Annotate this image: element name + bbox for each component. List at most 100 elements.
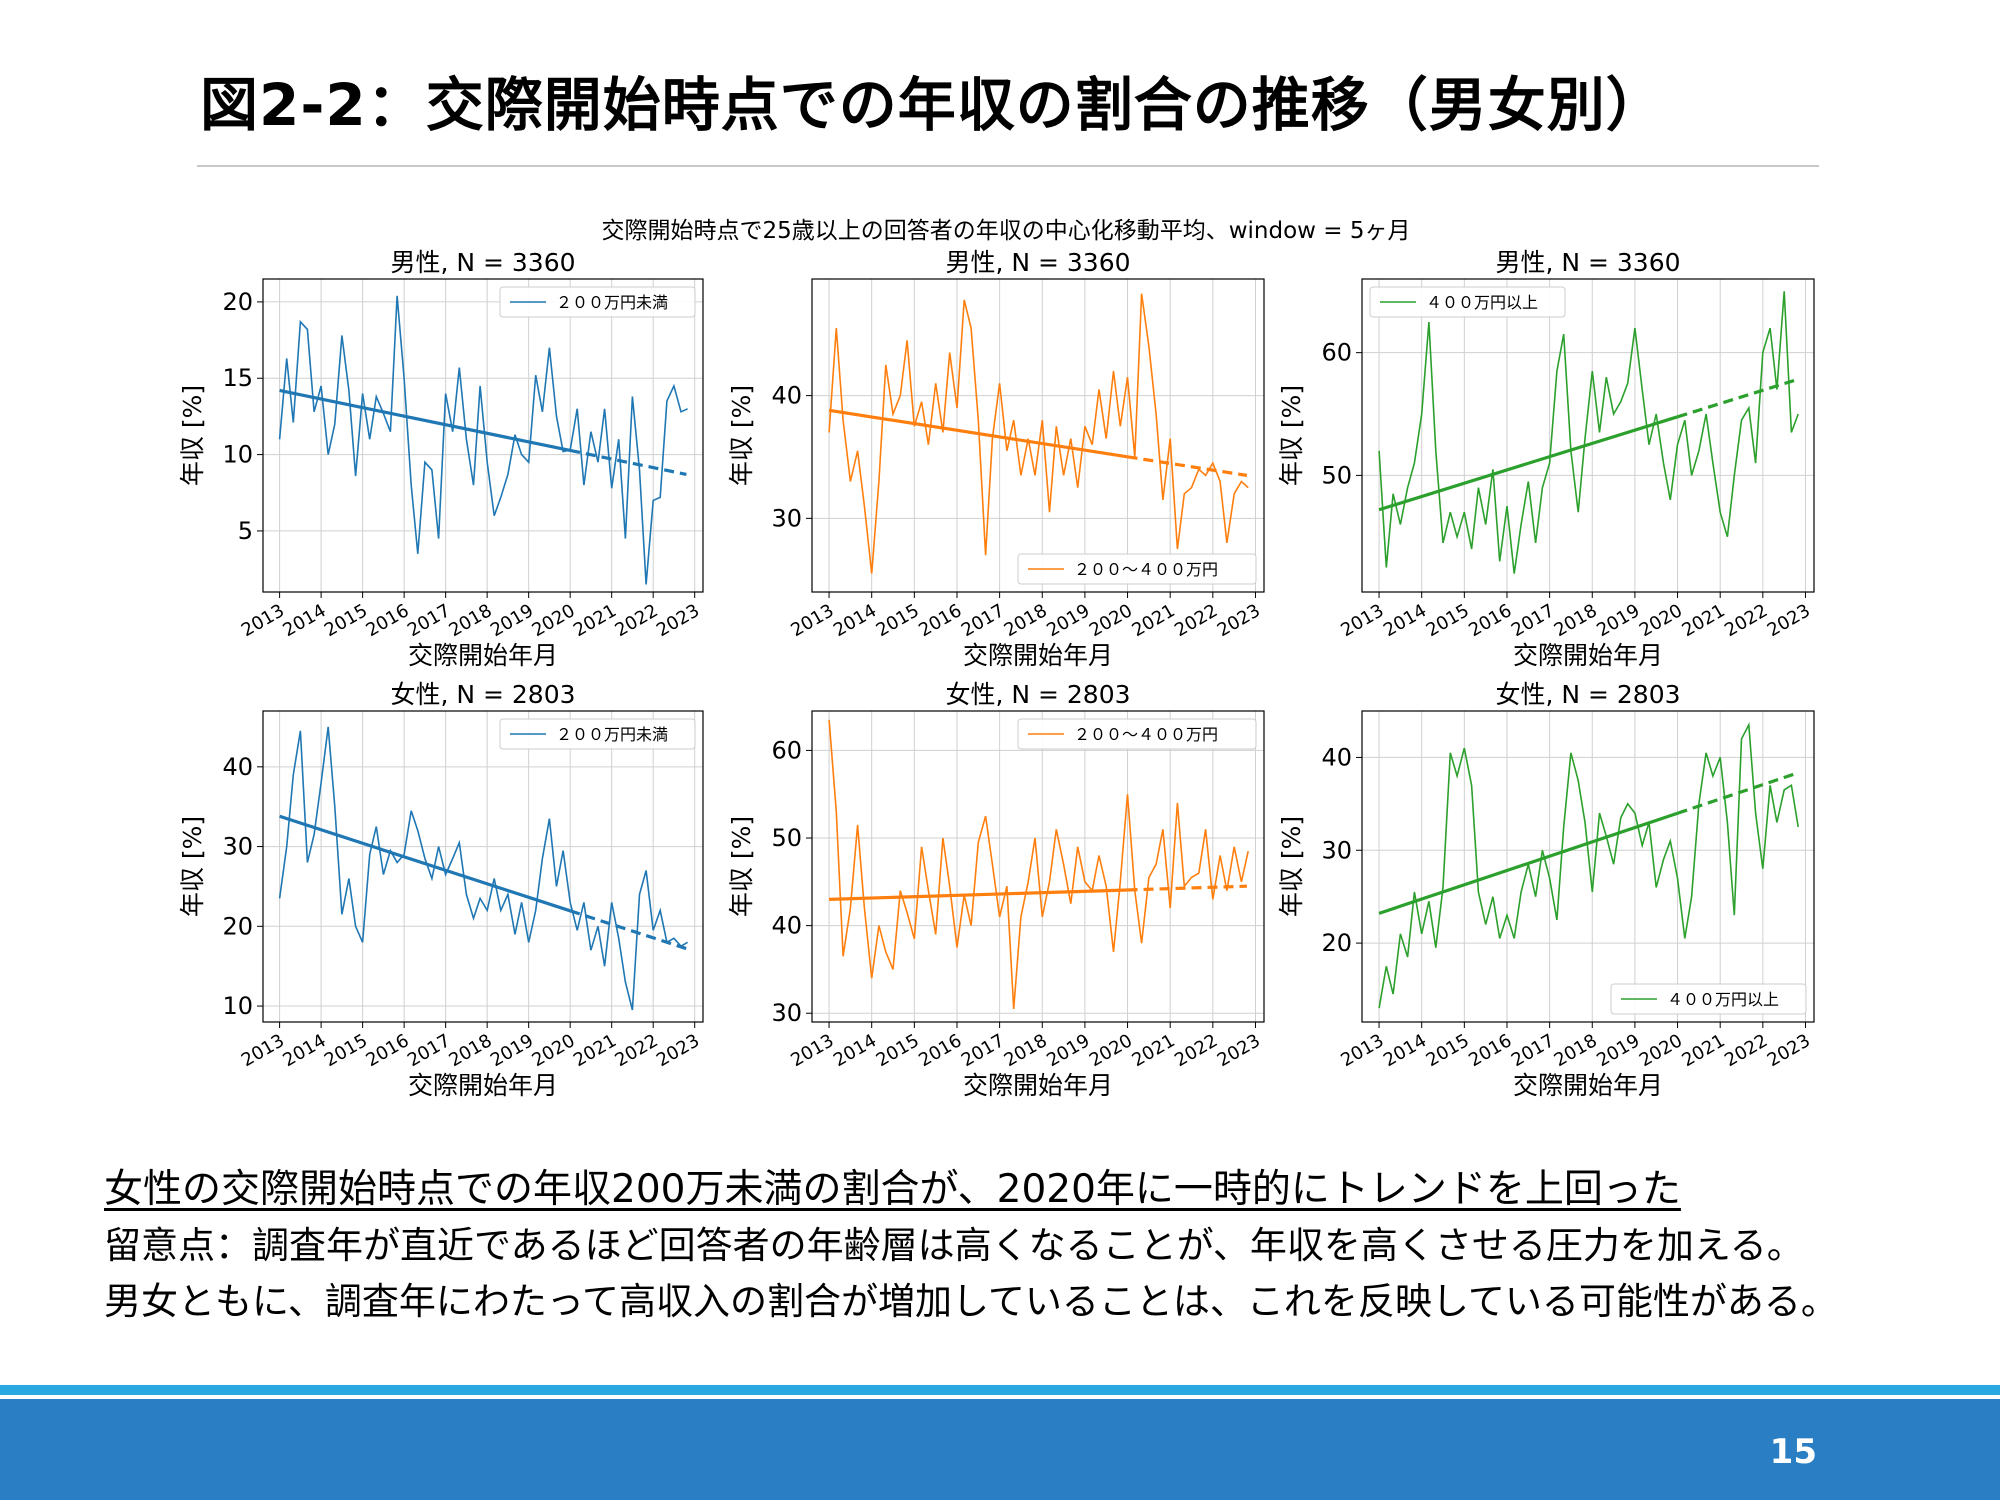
x-tick-label: 2018: [1001, 1030, 1051, 1071]
legend: ４００万円以上: [1369, 286, 1566, 318]
plot-frame: [811, 710, 1265, 1023]
x-tick-label: 2013: [238, 600, 288, 641]
legend-box: [499, 718, 696, 750]
x-tick-label: 2019: [1043, 600, 1093, 641]
x-tick-label: 2013: [1337, 600, 1387, 641]
y-tick-label: 15: [222, 364, 253, 392]
legend-box: [1017, 718, 1257, 750]
trend-line-dashed: [1677, 771, 1798, 815]
y-tick-label: 30: [771, 504, 802, 532]
y-axis-label: 年収 [%]: [727, 385, 756, 486]
x-tick-label: 2023: [1764, 1030, 1814, 1071]
y-axis-label: 年収 [%]: [1277, 385, 1306, 486]
x-tick-label: 2018: [1001, 600, 1051, 641]
x-tick-label: 2023: [653, 1030, 703, 1071]
panel-title: 女性, N = 2803: [945, 680, 1130, 709]
x-tick-label: 2017: [404, 1030, 454, 1071]
series-line: [278, 726, 689, 1011]
y-axis-label: 年収 [%]: [727, 816, 756, 917]
legend-label: ４００万円以上: [1426, 293, 1538, 312]
x-tick-label: 2020: [528, 1030, 578, 1071]
y-tick-label: 60: [1321, 339, 1352, 367]
chart-figure: 交際開始時点で25歳以上の回答者の年収の中心化移動平均、window = 5ヶ月…: [178, 218, 1815, 1100]
panel-title: 男性, N = 3360: [1495, 248, 1680, 277]
chart-panel-2: 2013201420152016201720182019202020212022…: [727, 248, 1265, 670]
footer-bar: [0, 1399, 2000, 1500]
x-tick-label: 2020: [1086, 600, 1136, 641]
chart-panels: 2013201420152016201720182019202020212022…: [178, 248, 1815, 1100]
x-axis-label: 交際開始年月: [1513, 1071, 1663, 1100]
y-tick-label: 40: [222, 753, 253, 781]
y-tick-label: 40: [771, 912, 802, 940]
legend-label: ２００万円未満: [556, 725, 668, 744]
x-tick-label: 2020: [1636, 600, 1686, 641]
x-tick-label: 2021: [1679, 1030, 1729, 1071]
x-tick-label: 2015: [321, 600, 371, 641]
x-tick-label: 2015: [1423, 600, 1473, 641]
x-tick-label: 2017: [1508, 1030, 1558, 1071]
legend-box: [1369, 286, 1566, 318]
x-tick-label: 2014: [830, 1030, 880, 1071]
legend-label: ２００～４００万円: [1074, 560, 1218, 579]
series-line: [828, 293, 1249, 574]
x-tick-label: 2023: [1214, 600, 1264, 641]
y-tick-label: 40: [771, 382, 802, 410]
chart-panel-1: 2013201420152016201720182019202020212022…: [178, 248, 704, 670]
x-tick-label: 2013: [1337, 1030, 1387, 1071]
trend-line-dashed: [569, 448, 687, 477]
notes-line-1: 留意点：調査年が直近であるほど回答者の年齢層は高くなることが、年収を高くさせる圧…: [104, 1224, 1804, 1267]
x-tick-label: 2017: [958, 1030, 1008, 1071]
legend: ４００万円以上: [1610, 983, 1807, 1015]
trend-line-solid: [279, 814, 571, 913]
chart-panel-3: 2013201420152016201720182019202020212022…: [1277, 248, 1815, 670]
x-tick-label: 2014: [1380, 1030, 1430, 1071]
legend: ２００万円未満: [499, 286, 696, 318]
y-tick-label: 30: [771, 999, 802, 1027]
x-tick-label: 2023: [653, 600, 703, 641]
x-tick-label: 2015: [321, 1030, 371, 1071]
x-tick-label: 2021: [570, 1030, 620, 1071]
legend-box: [1017, 553, 1257, 585]
y-tick-label: 10: [222, 441, 253, 469]
y-tick-label: 40: [1321, 743, 1352, 771]
x-tick-label: 2013: [238, 1030, 288, 1071]
series-line: [828, 719, 1249, 1009]
x-tick-label: 2014: [279, 1030, 329, 1071]
y-tick-label: 10: [222, 992, 253, 1020]
chart-panel-4: 2013201420152016201720182019202020212022…: [178, 680, 704, 1100]
y-tick-label: 60: [771, 736, 802, 764]
y-axis-label: 年収 [%]: [178, 385, 207, 486]
trend-line-solid: [1378, 415, 1679, 512]
x-axis-label: 交際開始年月: [408, 641, 558, 670]
x-tick-label: 2013: [787, 600, 837, 641]
chart-suptitle: 交際開始時点で25歳以上の回答者の年収の中心化移動平均、window = 5ヶ月: [601, 218, 1410, 244]
x-tick-label: 2022: [1721, 600, 1771, 641]
series-line: [1378, 722, 1799, 1009]
legend: ２００～４００万円: [1017, 553, 1257, 585]
notes-headline: 女性の交際開始時点での年収200万未満の割合が、2020年に一時的にトレンドを上…: [104, 1167, 1681, 1212]
plot-frame: [262, 278, 704, 593]
x-tick-label: 2014: [1380, 600, 1430, 641]
trend-line-solid: [829, 888, 1128, 901]
x-tick-label: 2019: [1043, 1030, 1093, 1071]
chart-panel-6: 2013201420152016201720182019202020212022…: [1277, 680, 1815, 1100]
footer-stripe: [0, 1385, 2000, 1395]
y-tick-label: 30: [222, 833, 253, 861]
y-tick-label: 20: [222, 912, 253, 940]
x-tick-label: 2019: [1593, 1030, 1643, 1071]
y-tick-label: 20: [1321, 929, 1352, 957]
chart-panel-5: 2013201420152016201720182019202020212022…: [727, 680, 1265, 1100]
x-axis-label: 交際開始年月: [963, 1071, 1113, 1100]
x-tick-label: 2023: [1214, 1030, 1264, 1071]
y-axis-label: 年収 [%]: [178, 816, 207, 917]
legend-label: ２００万円未満: [556, 293, 668, 312]
x-tick-label: 2022: [1171, 1030, 1221, 1071]
x-tick-label: 2017: [958, 600, 1008, 641]
x-tick-label: 2020: [528, 600, 578, 641]
x-tick-label: 2020: [1636, 1030, 1686, 1071]
page-number: 15: [1769, 1432, 1817, 1472]
x-tick-label: 2016: [915, 1030, 965, 1071]
plot-frame: [1361, 710, 1815, 1023]
y-tick-label: 5: [238, 517, 253, 545]
x-tick-label: 2022: [612, 1030, 662, 1071]
